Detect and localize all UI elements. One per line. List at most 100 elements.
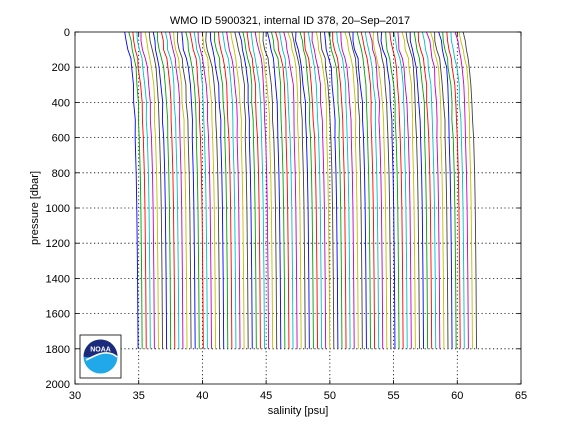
profile-lines xyxy=(124,31,477,349)
salinity-profile-line xyxy=(311,31,327,349)
salinity-profile-line xyxy=(271,31,286,349)
salinity-profile-line xyxy=(352,31,367,349)
salinity-profile-line xyxy=(462,31,477,349)
salinity-profile-line xyxy=(262,31,278,349)
x-tick-label: 65 xyxy=(515,390,527,402)
salinity-profile-line xyxy=(340,31,355,349)
salinity-profile-line xyxy=(409,31,424,349)
salinity-profile-line xyxy=(324,31,339,349)
y-tick-label: 600 xyxy=(52,133,70,145)
salinity-profile-line xyxy=(234,31,249,349)
salinity-profile-line xyxy=(328,31,343,349)
logo-text: NOAA xyxy=(90,347,111,354)
y-tick-label: 200 xyxy=(52,62,70,74)
salinity-profile-line xyxy=(169,31,184,349)
salinity-profile-line xyxy=(315,31,331,349)
salinity-profile-line xyxy=(258,31,274,349)
salinity-profile-line xyxy=(160,31,176,349)
salinity-profile-line xyxy=(446,31,461,349)
salinity-profile-line xyxy=(454,31,469,349)
salinity-profile-line xyxy=(299,31,314,349)
salinity-profile-line xyxy=(348,31,363,349)
y-tick-label: 0 xyxy=(64,27,70,39)
salinity-profile-line xyxy=(128,31,143,349)
salinity-profile-line xyxy=(368,31,384,349)
x-tick-label: 50 xyxy=(324,390,336,402)
salinity-profile-line xyxy=(401,31,416,349)
salinity-profile-line xyxy=(218,31,233,349)
salinity-profile-line xyxy=(380,31,396,349)
salinity-profile-line xyxy=(173,31,188,349)
salinity-profile-line xyxy=(377,31,392,349)
salinity-profile-line xyxy=(279,31,294,349)
salinity-profile-line xyxy=(336,31,351,349)
salinity-profile-line xyxy=(185,31,200,349)
salinity-profile-line xyxy=(124,31,139,349)
salinity-profile-line xyxy=(389,31,404,349)
salinity-profile-line xyxy=(275,31,290,349)
salinity-profile-line xyxy=(246,31,261,349)
x-tick-label: 35 xyxy=(133,390,145,402)
salinity-profile-line xyxy=(430,31,445,349)
salinity-profile-line xyxy=(213,31,229,349)
salinity-profile-line xyxy=(438,31,453,349)
salinity-profile-line xyxy=(193,31,208,349)
salinity-profile-line xyxy=(442,31,457,349)
salinity-profile-line xyxy=(132,31,147,349)
salinity-profile-line xyxy=(344,31,359,349)
salinity-profile-line xyxy=(417,31,433,349)
salinity-profile-line xyxy=(230,31,245,349)
salinity-profile-line xyxy=(393,31,408,349)
x-tick-label: 45 xyxy=(260,390,272,402)
salinity-profile-line xyxy=(385,31,400,349)
salinity-profile-line xyxy=(197,31,212,349)
x-tick-label: 60 xyxy=(451,390,463,402)
salinity-profile-line xyxy=(434,31,449,349)
axis-ticks xyxy=(74,31,522,385)
salinity-profile-line xyxy=(140,32,155,349)
salinity-profile-line xyxy=(319,31,335,349)
salinity-profile-line xyxy=(242,31,257,349)
salinity-profile-line xyxy=(205,31,221,349)
salinity-profile-line xyxy=(209,31,225,349)
salinity-profile-line xyxy=(283,31,298,349)
y-tick-label: 1000 xyxy=(46,203,70,215)
salinity-profile-line xyxy=(176,31,192,349)
salinity-profile-line xyxy=(254,31,270,349)
salinity-profile-line xyxy=(426,31,441,349)
salinity-profile-line xyxy=(156,31,172,349)
noaa-logo-icon: NOAA xyxy=(79,334,122,379)
salinity-profile-line xyxy=(201,31,216,349)
y-tick-label: 2000 xyxy=(46,379,70,391)
salinity-profile-line xyxy=(266,31,282,349)
salinity-profile-line xyxy=(405,31,420,349)
salinity-profile-line xyxy=(222,31,237,349)
salinity-profile-line xyxy=(291,31,306,349)
salinity-profile-line xyxy=(144,31,159,349)
salinity-profile-line xyxy=(372,31,388,349)
salinity-profile-line xyxy=(421,31,437,349)
salinity-profile-line xyxy=(238,31,253,349)
salinity-profile-line xyxy=(458,31,473,349)
salinity-profile-line xyxy=(189,31,204,349)
x-tick-label: 40 xyxy=(196,390,208,402)
y-tick-label: 1800 xyxy=(46,344,70,356)
x-tick-label: 30 xyxy=(69,390,81,402)
salinity-profile-line xyxy=(152,31,168,349)
y-axis-label: pressure [dbar] xyxy=(29,171,41,245)
salinity-profile-line xyxy=(287,31,302,349)
salinity-profile-line xyxy=(181,31,196,349)
salinity-profile-line xyxy=(148,31,163,349)
y-tick-label: 1400 xyxy=(46,273,70,285)
y-tick-label: 1600 xyxy=(46,309,70,321)
salinity-profile-line xyxy=(307,31,323,349)
x-tick-label: 55 xyxy=(387,390,399,402)
salinity-profile-line xyxy=(360,31,376,349)
y-tick-labels: 0 200 400 600 800 1000 1200 1400 1600 1800 2000 xyxy=(46,27,70,391)
salinity-profile-line xyxy=(397,31,412,349)
x-tick-labels: 30 35 40 45 50 55 60 65 xyxy=(69,390,527,402)
y-tick-label: 1200 xyxy=(46,238,70,250)
x-axis-label: salinity [psu] xyxy=(268,405,329,417)
salinity-profile-line xyxy=(295,31,310,349)
